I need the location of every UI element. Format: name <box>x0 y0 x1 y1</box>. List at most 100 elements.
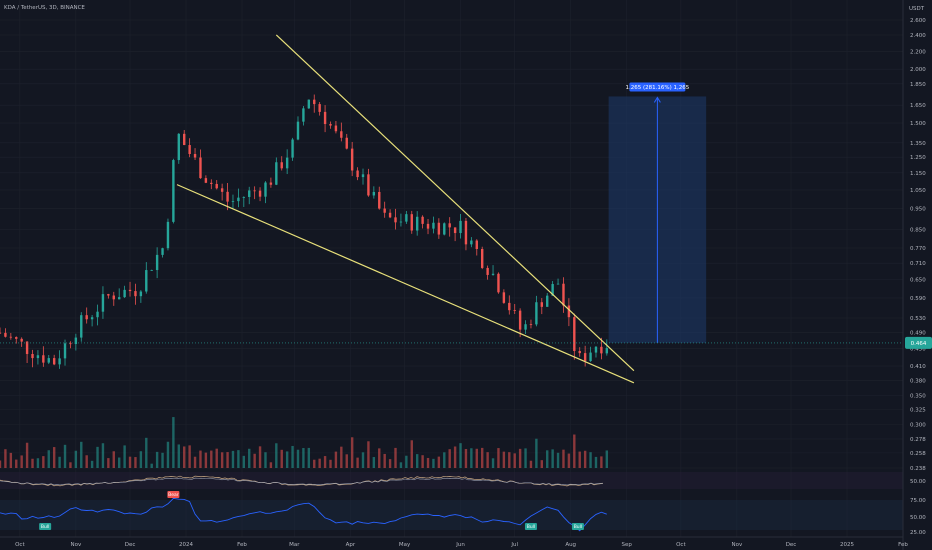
volume-bar <box>80 441 83 468</box>
currency-label: USDT <box>909 6 925 12</box>
candle-body <box>405 214 408 222</box>
candle-body <box>546 295 549 307</box>
candle-body <box>540 302 543 307</box>
candle-body <box>470 240 473 245</box>
candle-body <box>323 111 327 125</box>
current-price-value: 0.464 <box>911 341 927 347</box>
candle-body <box>123 289 126 298</box>
volume-bar <box>323 456 327 468</box>
candle-body <box>497 273 500 293</box>
volume-bar <box>318 458 321 468</box>
target-projection[interactable]: 1.265 (281.16%) 1,265 <box>608 82 707 343</box>
candle-body <box>459 220 462 234</box>
candle-body <box>161 248 164 255</box>
candle-body <box>432 222 435 229</box>
x-tick-label: Sep <box>621 542 632 548</box>
target-label-bg <box>629 82 686 92</box>
candle-body <box>0 332 2 334</box>
volume-bar <box>540 460 543 468</box>
candle-body <box>150 270 153 271</box>
candle-body <box>583 353 587 362</box>
volume-bar <box>551 449 554 468</box>
volume-bar <box>112 451 115 468</box>
candle-body <box>410 214 413 231</box>
volume-bar <box>502 451 506 468</box>
volume-bar <box>107 458 110 468</box>
candle-body <box>101 294 105 312</box>
candle-body <box>291 139 294 158</box>
volume-bar <box>383 453 386 468</box>
candle-body <box>74 337 78 345</box>
volume-bar <box>340 446 343 468</box>
candle-body <box>421 216 424 224</box>
volume-bar <box>15 459 18 468</box>
volume-bar <box>464 448 468 468</box>
y-tick-label: 1.050 <box>910 188 926 194</box>
wedge-lower-line <box>176 184 635 384</box>
x-tick-label: Nov <box>731 542 742 548</box>
candle-body <box>437 222 441 235</box>
volume-bar <box>329 459 332 468</box>
y-tick-label: 0.325 <box>910 408 926 414</box>
volume-bar <box>556 452 560 468</box>
candle-body <box>513 310 516 311</box>
y-tick-label: 0.380 <box>910 378 926 384</box>
volume-bar <box>567 453 571 468</box>
osc-line-slow <box>0 477 604 486</box>
candle-body <box>318 104 321 112</box>
candle-body <box>367 174 370 196</box>
volume-bar <box>453 446 457 468</box>
volume-bar <box>443 452 446 468</box>
volume-bar <box>226 452 229 468</box>
candle-body <box>199 157 202 179</box>
x-tick-label: Oct <box>676 542 686 548</box>
x-tick-label: Dec <box>786 542 797 548</box>
y-tick-label: 2.200 <box>910 49 926 55</box>
volume-bar <box>280 449 283 468</box>
candle-body <box>486 267 489 275</box>
volume-bar <box>437 456 441 468</box>
candle-body <box>36 355 40 359</box>
falling-wedge[interactable] <box>176 34 635 384</box>
y-tick-label: 1.850 <box>910 82 926 88</box>
y-tick-label: 0.490 <box>910 331 926 337</box>
candle-body <box>31 353 34 359</box>
rsi-line <box>0 497 607 532</box>
candle-body <box>275 162 278 185</box>
volume-bar <box>139 451 143 468</box>
candle-body <box>9 336 13 338</box>
volume-bar <box>367 441 370 468</box>
time-axis[interactable]: Oct Nov Dec 2024 Feb Mar Apr May Jun Jul Aug Sep Oct… <box>0 536 908 548</box>
volume-bar <box>291 445 294 468</box>
volume-bar <box>535 438 538 468</box>
y-tick-label: 0.710 <box>910 261 926 267</box>
volume-bar <box>199 450 202 468</box>
candle-body <box>356 170 359 178</box>
candle-body <box>529 324 533 326</box>
candle-body <box>96 311 99 318</box>
candle-body <box>80 315 83 338</box>
candle-body <box>242 197 246 198</box>
y-tick-label: 1.150 <box>910 171 926 177</box>
x-tick-label: Apr <box>346 542 356 548</box>
volume-bars <box>0 417 609 468</box>
candle-body <box>188 145 191 155</box>
volume-bar <box>518 448 522 468</box>
volume-bar <box>4 449 7 468</box>
volume-bar <box>350 437 354 468</box>
y-tick-label: 0.258 <box>910 451 926 457</box>
rsi-level-label: 50.00 <box>910 515 926 521</box>
volume-bar <box>264 452 267 468</box>
x-tick-label: Oct <box>15 542 25 548</box>
candle-body <box>524 324 527 330</box>
volume-bar <box>405 455 408 468</box>
volume-bar <box>513 453 516 468</box>
volume-bar <box>193 456 197 468</box>
volume-bar <box>96 446 99 468</box>
volume-bar <box>399 462 403 468</box>
volume-bar <box>123 445 126 468</box>
candle-body <box>220 188 224 192</box>
signal-label: Bull <box>41 524 49 530</box>
